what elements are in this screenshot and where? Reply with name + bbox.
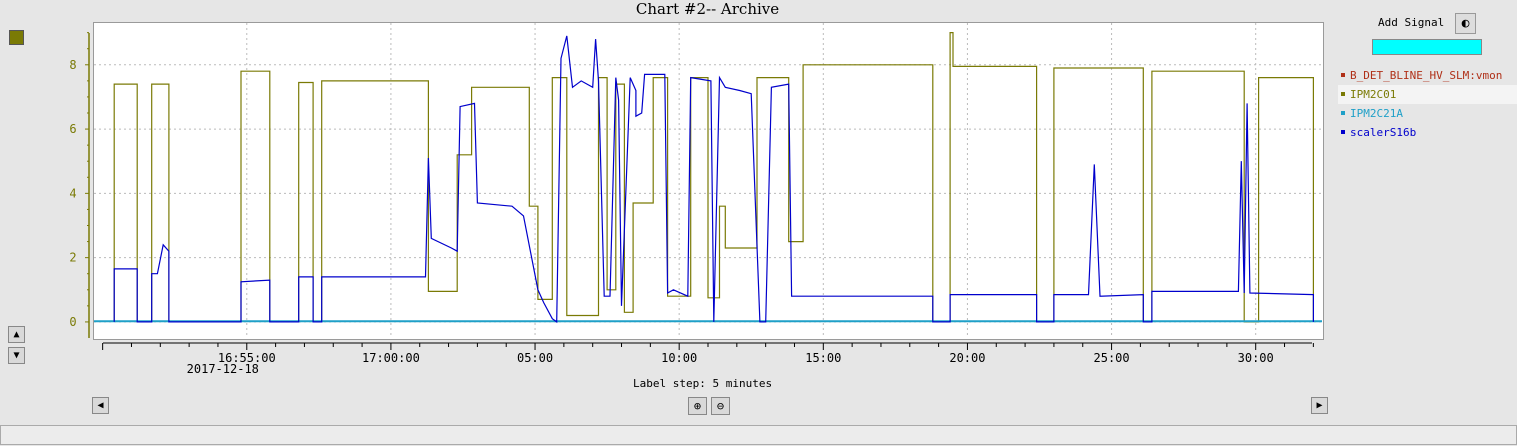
legend-color-icon bbox=[1341, 130, 1345, 134]
legend-item[interactable]: IPM2C01 bbox=[1338, 85, 1517, 104]
x-tick-label: 17:00:00 bbox=[362, 351, 420, 365]
x-tick-label: 25:00 bbox=[1094, 351, 1130, 365]
legend-label: B_DET_BLINE_HV_SLM:vmon bbox=[1350, 69, 1503, 82]
arrow-left-icon[interactable]: ◀ bbox=[92, 397, 109, 414]
legend-label: IPM2C21A bbox=[1350, 107, 1403, 120]
zoom-in-icon[interactable]: ⊕ bbox=[688, 397, 707, 415]
add-signal-label: Add Signal bbox=[1378, 16, 1445, 29]
legend-color-icon bbox=[1341, 73, 1345, 77]
x-tick-label: 16:55:00 bbox=[218, 351, 276, 365]
x-tick-label: 15:00 bbox=[805, 351, 841, 365]
y-tick-label: 8 bbox=[69, 58, 76, 72]
legend-item[interactable]: B_DET_BLINE_HV_SLM:vmon bbox=[1338, 66, 1517, 85]
x-tick-date-label: 2017-12-18 bbox=[187, 362, 259, 376]
series-line-scalers16b bbox=[113, 35, 1315, 324]
legend-label: IPM2C01 bbox=[1350, 88, 1397, 101]
chart-title: Chart #2-- Archive bbox=[635, 0, 780, 18]
y-tick-label: 6 bbox=[69, 122, 76, 136]
legend-color-icon bbox=[1341, 92, 1345, 96]
label-step-text: Label step: 5 minutes bbox=[633, 377, 773, 390]
x-tick-label: 30:00 bbox=[1238, 351, 1274, 365]
zoom-out-icon[interactable]: ⊖ bbox=[711, 397, 730, 415]
legend: B_DET_BLINE_HV_SLM:vmon IPM2C01 IPM2C21A sc… bbox=[1338, 66, 1517, 142]
arrow-up-icon[interactable]: ▲ bbox=[8, 326, 25, 343]
series-color-swatch[interactable] bbox=[9, 30, 24, 45]
legend-item[interactable]: scalerS16b bbox=[1338, 123, 1517, 142]
y-tick-label: 2 bbox=[69, 251, 76, 265]
arrow-right-icon[interactable]: ▶ bbox=[1311, 397, 1328, 414]
status-bar bbox=[0, 425, 1517, 445]
x-tick-label: 20:00 bbox=[949, 351, 985, 365]
series-line-ipm2c01 bbox=[113, 31, 1315, 323]
legend-color-icon bbox=[1341, 111, 1345, 115]
signal-search-input[interactable] bbox=[1372, 39, 1482, 55]
y-tick-label: 0 bbox=[69, 315, 76, 329]
y-tick-label: 4 bbox=[69, 186, 76, 200]
x-tick-label: 10:00 bbox=[661, 351, 697, 365]
arrow-down-icon[interactable]: ▼ bbox=[8, 347, 25, 364]
legend-label: scalerS16b bbox=[1350, 126, 1417, 139]
legend-item[interactable]: IPM2C21A bbox=[1338, 104, 1517, 123]
x-tick-label: 05:00 bbox=[517, 351, 553, 365]
binoculars-icon[interactable]: ◐ bbox=[1455, 13, 1476, 34]
